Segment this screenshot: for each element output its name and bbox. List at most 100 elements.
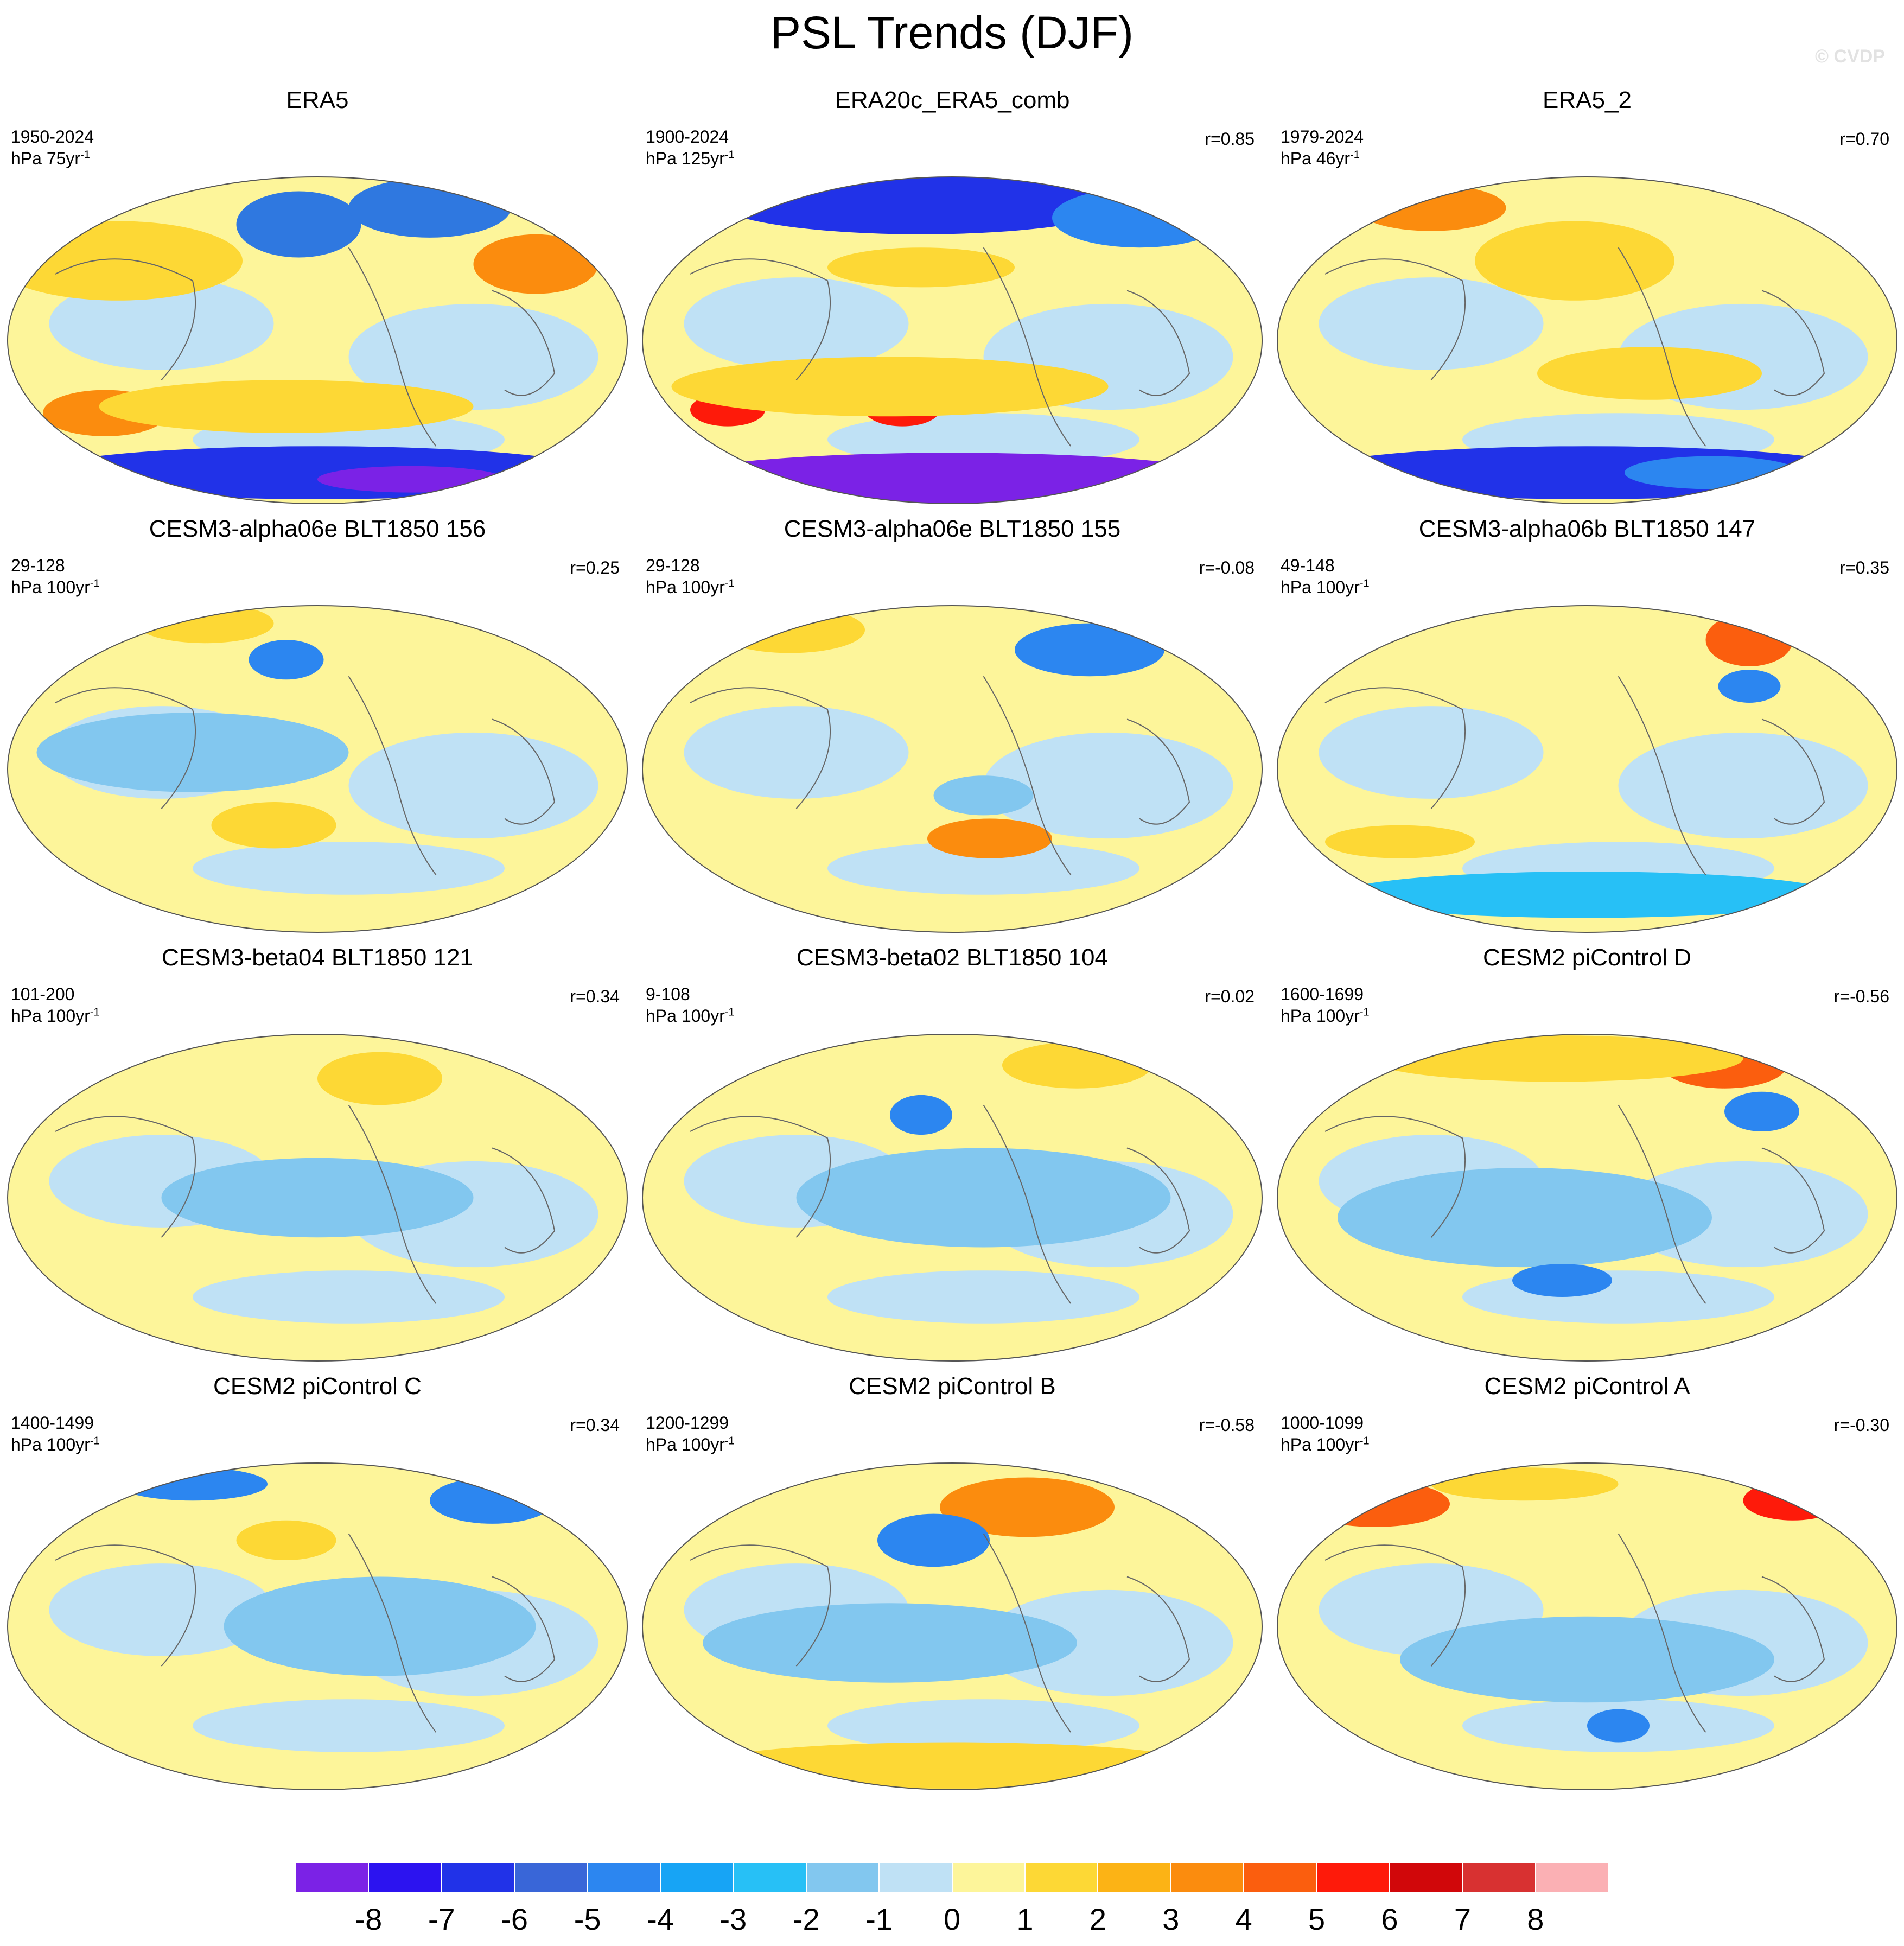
panel-units: hPa 46yr-1 [1281,149,1360,168]
panel-units: hPa 100yr-1 [646,1435,735,1454]
anomaly-region [99,380,474,433]
colorbar-swatch [1098,1862,1171,1893]
colorbar-tick-label: -8 [355,1902,383,1936]
map-panel: CESM2 piControl A 1000-1099 hPa 100yr-1 r=-… [1270,1368,1904,1796]
anomaly-region [1475,221,1674,301]
panel-units: hPa 100yr-1 [1281,1435,1370,1454]
anomaly-region [36,446,598,499]
anomaly-region [118,1467,268,1501]
map-plot [7,1462,628,1790]
anomaly-region [703,1603,1077,1683]
map-panel: CESM3-alpha06e BLT1850 155 29-128 hPa 100y… [635,510,1270,939]
anomaly-region [1002,1042,1152,1089]
anomaly-region [1537,347,1762,400]
anomaly-region [1356,185,1506,231]
map-plot [1277,1034,1897,1362]
colorbar-swatch [733,1862,806,1893]
colorbar-swatch [296,1862,369,1893]
panel-correlation: r=0.34 [570,1415,620,1435]
colorbar: -8 -7 -6 -5 -4 -3 -2 -1 0 1 2 3 4 5 6 7 8 [296,1862,1609,1936]
panel-title: CESM3-beta04 BLT1850 121 [162,944,473,971]
colorbar-swatch [952,1862,1025,1893]
map-plot [1277,605,1897,933]
colorbar-tick-label: 1 [1016,1902,1034,1936]
colorbar-swatch [1390,1862,1463,1893]
colorbar-tick-label: 6 [1381,1902,1398,1936]
panel-period: 1900-2024 [646,127,729,147]
anomaly-region [877,1513,990,1567]
anomaly-region [933,775,1034,816]
colorbar-tick-label: 7 [1454,1902,1471,1936]
anomaly-region [161,1158,474,1238]
anomaly-region [1587,1709,1650,1743]
panel-title: ERA5_2 [1543,87,1632,113]
colorbar-tick-label: 0 [944,1902,961,1936]
colorbar-swatch [1025,1862,1098,1893]
panel-correlation: r=-0.30 [1833,1415,1889,1435]
map-panel: CESM3-beta04 BLT1850 121 101-200 hPa 100yr… [0,939,635,1368]
colorbar-swatch [660,1862,734,1893]
panel-title: CESM3-beta02 BLT1850 104 [797,944,1108,971]
panel-period: 1400-1499 [11,1413,94,1433]
anomaly-region [473,234,598,294]
anomaly-region [796,1148,1171,1248]
colorbar-swatch [1535,1862,1609,1893]
anomaly-region [940,1477,1115,1537]
colorbar-tick-label: 8 [1527,1902,1544,1936]
panel-correlation: r=0.34 [570,987,620,1006]
colorbar-tick-label: 3 [1162,1902,1180,1936]
colorbar-tick-label: -6 [501,1902,528,1936]
colorbar-tick-label: 2 [1089,1902,1106,1936]
anomaly-region [1325,825,1475,858]
map-panel: CESM3-alpha06b BLT1850 147 49-148 hPa 100y… [1270,510,1904,939]
panel-title: CESM2 piControl B [849,1373,1056,1400]
map-panel: ERA20c_ERA5_comb 1900-2024 hPa 125yr-1 r=0.… [635,81,1270,510]
panel-period: 29-128 [646,556,700,575]
map-panel: ERA5 1950-2024 hPa 75yr-1 [0,81,635,510]
anomaly-region [1338,1168,1712,1268]
map-plot [7,176,628,504]
anomaly-region [348,178,511,238]
anomaly-region [1512,1264,1612,1297]
main-title: PSL Trends (DJF) [770,7,1134,58]
colorbar-swatch [368,1862,442,1893]
panel-period: 101-200 [11,984,75,1004]
panel-period: 1979-2024 [1281,127,1364,147]
anomaly-region [430,1477,555,1524]
panel-title: CESM3-alpha06b BLT1850 147 [1418,516,1756,542]
panel-units: hPa 100yr-1 [1281,1006,1370,1026]
map-panel: ERA5_2 1979-2024 hPa 46yr-1 r=0.70 [1270,81,1904,510]
panel-title: CESM2 piControl C [213,1373,422,1400]
map-plot [642,1034,1263,1362]
panel-units: hPa 100yr-1 [11,577,100,597]
colorbar-swatch [587,1862,660,1893]
anomaly-region [671,357,1109,417]
anomaly-region [236,191,361,258]
panel-period: 29-128 [11,556,65,575]
panel-period: 1950-2024 [11,127,94,147]
colorbar-swatch [514,1862,588,1893]
map-panel: CESM2 piControl C 1400-1499 hPa 100yr-1 r=0… [0,1368,635,1796]
colorbar-tick-label: 4 [1235,1902,1252,1936]
anomaly-region [317,466,505,493]
colorbar-swatch [879,1862,952,1893]
anomaly-region [249,640,324,680]
anomaly-region [317,1052,442,1105]
colorbar-swatch [1316,1862,1390,1893]
panel-title: CESM2 piControl A [1484,1373,1690,1400]
colorbar-swatch [1170,1862,1244,1893]
colorbar-tick-label: 5 [1308,1902,1326,1936]
map-plot [1277,1462,1897,1790]
watermark: © CVDP [1815,46,1885,67]
anomaly-region [1306,446,1868,499]
panel-correlation: r=0.02 [1205,987,1255,1006]
map-panel: CESM2 piControl B 1200-1299 hPa 100yr-1 r=-… [635,1368,1270,1796]
panel-title: ERA20c_ERA5_comb [835,87,1070,113]
panel-title: CESM3-alpha06e BLT1850 156 [149,516,486,542]
anomaly-region [827,247,1015,288]
colorbar-swatch [441,1862,515,1893]
panel-units: hPa 100yr-1 [646,1006,735,1026]
map-plot [642,176,1263,504]
anomaly-region [1400,1616,1774,1703]
map-plot [1277,176,1897,504]
